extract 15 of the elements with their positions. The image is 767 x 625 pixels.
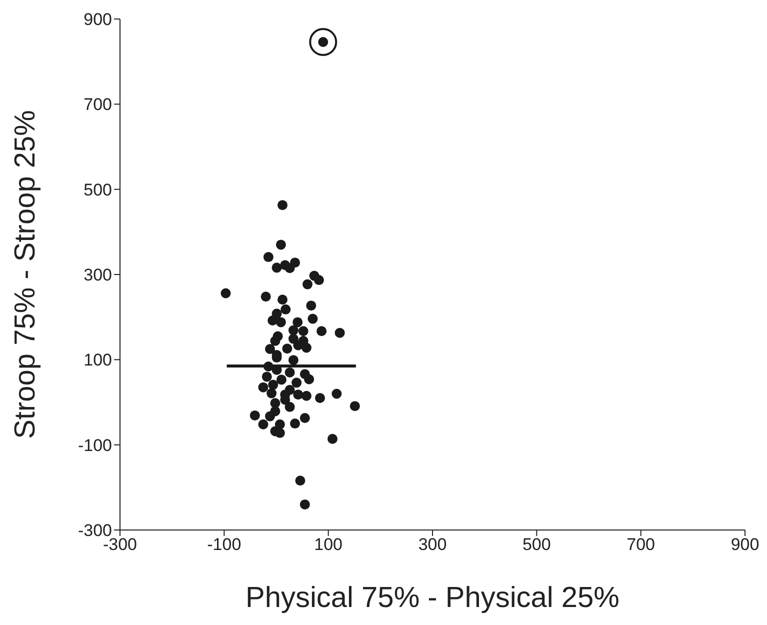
y-tick-label: 900 bbox=[84, 10, 112, 30]
y-tick-label: 700 bbox=[84, 95, 112, 114]
x-tick-label: 100 bbox=[314, 535, 343, 554]
x-tick-label: 300 bbox=[418, 535, 447, 554]
x-tick-label: -300 bbox=[102, 535, 138, 554]
y-tick-label: 100 bbox=[84, 350, 112, 370]
y-axis-title: Stroop 75% - Stroop 25% bbox=[9, 110, 42, 439]
x-tick-label: 700 bbox=[626, 535, 656, 554]
x-axis-title: Physical 75% - Physical 25% bbox=[246, 582, 620, 614]
y-tick-label: 300 bbox=[84, 266, 112, 285]
x-tick-label: 500 bbox=[522, 535, 551, 554]
y-tick-label: -100 bbox=[78, 436, 112, 455]
x-tick-label: -100 bbox=[207, 535, 242, 554]
y-tick-label: 500 bbox=[84, 180, 112, 200]
x-tick-label: 900 bbox=[730, 535, 760, 554]
